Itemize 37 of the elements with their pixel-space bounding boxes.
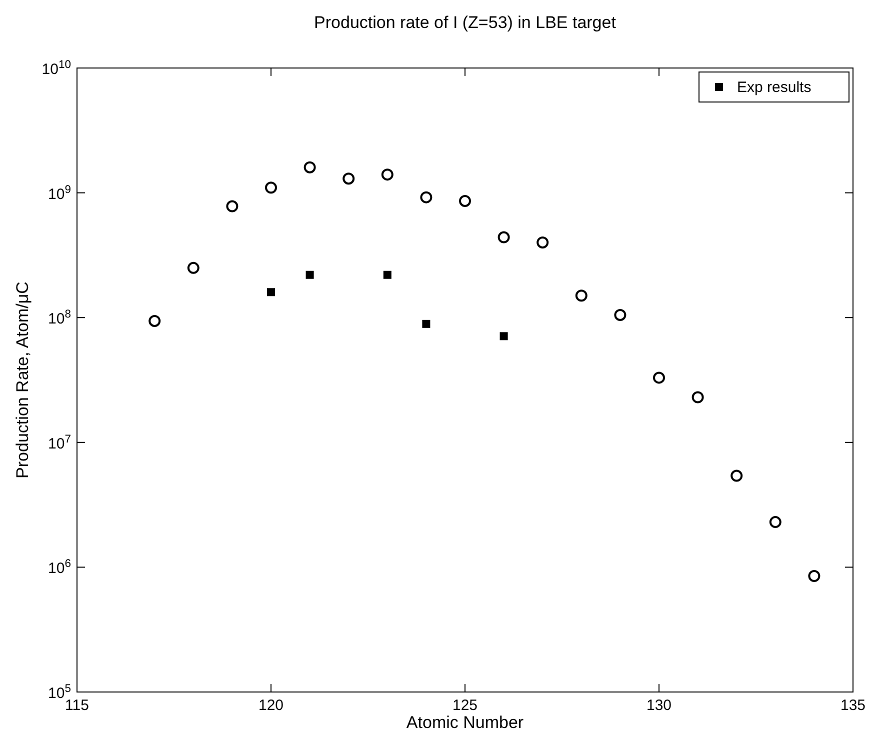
- point: [420, 191, 432, 204]
- y-axis-title: Production Rate, Atom/μC: [13, 282, 32, 478]
- point: [187, 262, 200, 274]
- point: [267, 288, 275, 296]
- y-tick-label: 10$^{7}$: [48, 433, 71, 452]
- point: [148, 314, 161, 327]
- x-tick-label: 130: [646, 697, 672, 714]
- point: [226, 200, 238, 212]
- point: [692, 391, 704, 404]
- point: [381, 168, 394, 181]
- point: [459, 194, 471, 207]
- point: [653, 372, 665, 384]
- point: [265, 182, 277, 194]
- legend-label: Exp results: [737, 79, 812, 96]
- point: [304, 161, 316, 174]
- point: [306, 270, 314, 279]
- y-tick-label: 10$^{6}$: [48, 558, 71, 578]
- y-tick-label: 10$^{9}$: [48, 184, 71, 203]
- point: [808, 570, 820, 582]
- point: [383, 270, 392, 279]
- point: [730, 470, 743, 482]
- x-tick-label: 135: [840, 697, 866, 714]
- x-tick-label: 120: [258, 697, 284, 714]
- chart-title: Production rate of I (Z=53) in LBE target: [314, 13, 616, 32]
- point: [422, 320, 430, 328]
- point: [536, 236, 549, 248]
- y-tick-label: 10$^{8}$: [48, 308, 71, 328]
- point: [769, 516, 782, 528]
- point: [614, 308, 626, 321]
- point: [500, 332, 508, 340]
- y-tick-label: 10$^{10}$: [42, 59, 71, 78]
- x-tick-label: 125: [452, 697, 478, 714]
- point: [498, 231, 510, 244]
- point: [342, 172, 355, 185]
- x-axis-title: Atomic Number: [406, 713, 524, 732]
- point: [575, 290, 588, 302]
- x-tick-label: 115: [65, 697, 89, 714]
